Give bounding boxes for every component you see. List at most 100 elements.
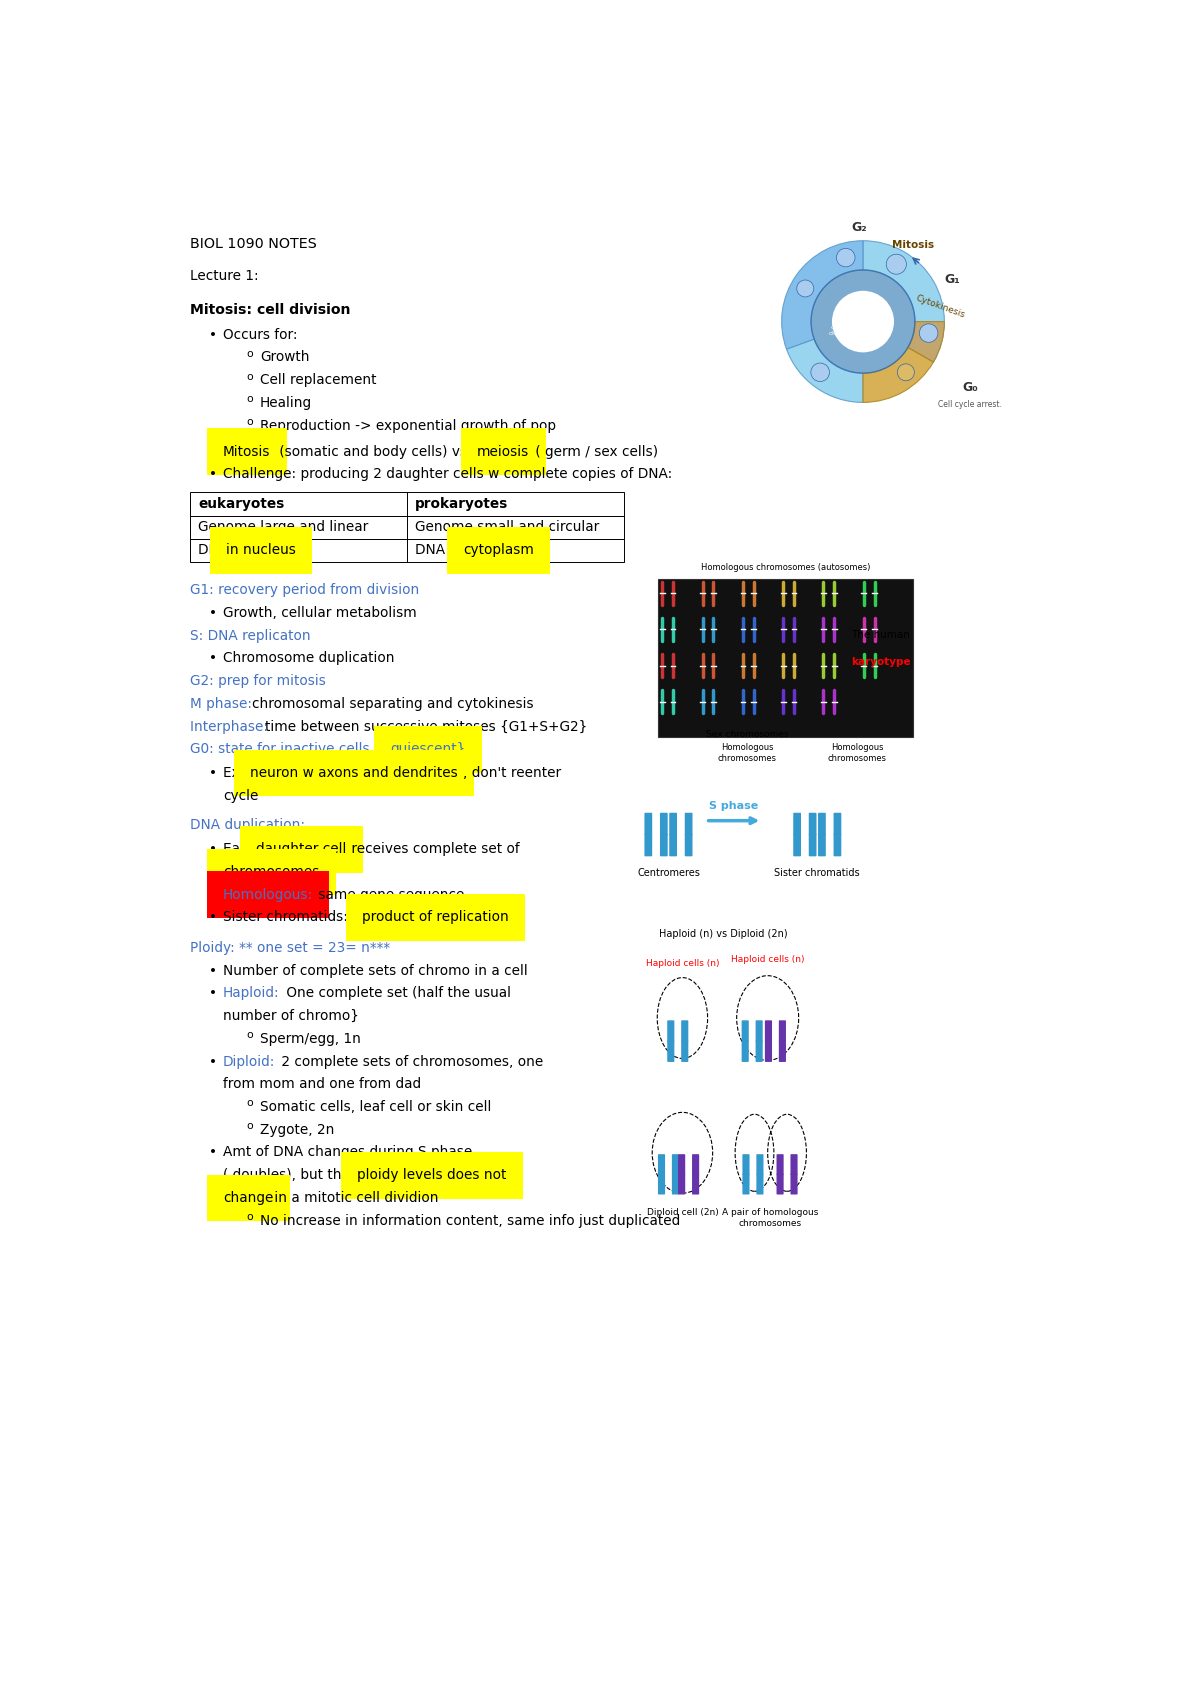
Text: Sperm/egg, 1n: Sperm/egg, 1n [260, 1032, 361, 1046]
Text: •: • [209, 328, 217, 341]
FancyBboxPatch shape [742, 1041, 749, 1061]
FancyBboxPatch shape [809, 834, 816, 856]
FancyBboxPatch shape [685, 834, 692, 856]
Text: in nucleus: in nucleus [226, 543, 296, 557]
Wedge shape [863, 241, 944, 362]
Text: •: • [209, 1146, 217, 1160]
Text: Homologous:: Homologous: [223, 888, 313, 902]
FancyBboxPatch shape [692, 1173, 700, 1194]
FancyBboxPatch shape [756, 1155, 763, 1175]
Circle shape [811, 363, 829, 382]
FancyBboxPatch shape [818, 834, 826, 856]
Text: Homologous
chromosomes: Homologous chromosomes [828, 744, 887, 762]
Text: Number of complete sets of chromo in a cell: Number of complete sets of chromo in a c… [223, 964, 528, 978]
Text: Occurs for:: Occurs for: [223, 328, 298, 341]
Text: o: o [246, 372, 253, 382]
Text: Centromeres: Centromeres [637, 868, 700, 878]
FancyBboxPatch shape [743, 1155, 750, 1175]
Text: time between successive mitoses {G1+S+G2}: time between successive mitoses {G1+S+G2… [265, 720, 588, 734]
FancyBboxPatch shape [678, 1155, 685, 1175]
Text: G₁: G₁ [944, 273, 960, 285]
Text: •: • [209, 964, 217, 978]
Text: •: • [209, 652, 217, 666]
Text: number of chromo}: number of chromo} [223, 1009, 359, 1024]
FancyBboxPatch shape [742, 1020, 749, 1043]
Text: cytoplasm: cytoplasm [463, 543, 534, 557]
Text: Lecture 1:: Lecture 1: [191, 268, 259, 282]
Text: Reproduction -> exponential growth of pop: Reproduction -> exponential growth of po… [260, 419, 556, 433]
Circle shape [919, 324, 938, 343]
Text: receives complete set of: receives complete set of [347, 842, 520, 856]
Text: •: • [209, 842, 217, 856]
Circle shape [797, 280, 814, 297]
FancyBboxPatch shape [670, 834, 677, 856]
Text: (somatic and body cells) vs: (somatic and body cells) vs [275, 445, 472, 458]
FancyBboxPatch shape [764, 1041, 772, 1061]
FancyBboxPatch shape [660, 813, 667, 835]
Text: •: • [209, 910, 217, 924]
Text: o: o [246, 1212, 253, 1223]
Text: Diploid:: Diploid: [223, 1054, 275, 1068]
Text: Homologous
chromosomes: Homologous chromosomes [718, 744, 776, 762]
Text: •: • [209, 766, 217, 779]
Text: Cytokinesis: Cytokinesis [914, 294, 966, 319]
Text: Growth, cellular metabolism: Growth, cellular metabolism [223, 606, 416, 620]
FancyBboxPatch shape [743, 1173, 750, 1194]
FancyBboxPatch shape [793, 834, 802, 856]
FancyBboxPatch shape [692, 1155, 700, 1175]
FancyBboxPatch shape [667, 1020, 674, 1043]
Text: in a mitotic cell dividion: in a mitotic cell dividion [270, 1190, 439, 1206]
Circle shape [811, 270, 914, 374]
Text: Growth: Growth [260, 350, 310, 365]
FancyBboxPatch shape [793, 813, 802, 835]
Text: o: o [246, 418, 253, 428]
Text: BIOL 1090 NOTES: BIOL 1090 NOTES [191, 236, 317, 251]
FancyBboxPatch shape [670, 813, 677, 835]
Text: chromosomes: chromosomes [223, 864, 319, 880]
Text: A pair of homologous
chromosomes: A pair of homologous chromosomes [722, 1209, 818, 1228]
FancyBboxPatch shape [685, 813, 692, 835]
Text: prokaryotes: prokaryotes [415, 498, 509, 511]
Wedge shape [786, 340, 863, 402]
Text: karyotype: karyotype [851, 657, 911, 667]
FancyBboxPatch shape [672, 1155, 679, 1175]
FancyBboxPatch shape [191, 492, 624, 516]
Text: o: o [246, 348, 253, 358]
Text: G₀: G₀ [962, 380, 978, 394]
FancyBboxPatch shape [791, 1155, 798, 1175]
Circle shape [836, 248, 856, 267]
FancyBboxPatch shape [660, 834, 667, 856]
Text: same gene sequence: same gene sequence [314, 888, 464, 902]
Text: ploidy levels does not: ploidy levels does not [356, 1168, 506, 1182]
Wedge shape [908, 321, 944, 362]
Text: S: S [851, 306, 863, 324]
Circle shape [887, 255, 906, 275]
Text: Ploidy: ** one set = 23= n***: Ploidy: ** one set = 23= n*** [191, 941, 390, 954]
FancyBboxPatch shape [818, 813, 826, 835]
FancyBboxPatch shape [658, 1155, 665, 1175]
Text: The human: The human [851, 630, 911, 640]
Text: cycle: cycle [223, 790, 258, 803]
FancyBboxPatch shape [834, 813, 841, 835]
Text: Mitosis: cell division: Mitosis: cell division [191, 302, 350, 318]
FancyBboxPatch shape [191, 538, 624, 562]
Text: Each of the 46
chromosomes is
duplicated by the
cell.: Each of the 46 chromosomes is duplicated… [829, 319, 884, 343]
FancyBboxPatch shape [779, 1020, 786, 1043]
FancyBboxPatch shape [756, 1041, 763, 1061]
Text: •: • [209, 606, 217, 620]
Text: Mitosis: Mitosis [223, 445, 270, 458]
Text: Cell replacement: Cell replacement [260, 374, 377, 387]
FancyBboxPatch shape [756, 1173, 763, 1194]
Text: •: • [209, 467, 217, 482]
Text: eukaryotes: eukaryotes [198, 498, 284, 511]
Text: DNA: DNA [198, 543, 233, 557]
Text: S phase: S phase [709, 801, 758, 810]
FancyBboxPatch shape [779, 1041, 786, 1061]
FancyBboxPatch shape [756, 1020, 763, 1043]
Text: chromosomal separating and cytokinesis: chromosomal separating and cytokinesis [252, 696, 533, 711]
Text: S: DNA replicaton: S: DNA replicaton [191, 628, 311, 644]
Text: Somatic cells, leaf cell or skin cell: Somatic cells, leaf cell or skin cell [260, 1100, 492, 1114]
Text: 2 complete sets of chromosomes, one: 2 complete sets of chromosomes, one [277, 1054, 544, 1068]
Text: DNA duplication:: DNA duplication: [191, 818, 305, 832]
Text: , don't reenter: , don't reenter [463, 766, 562, 779]
